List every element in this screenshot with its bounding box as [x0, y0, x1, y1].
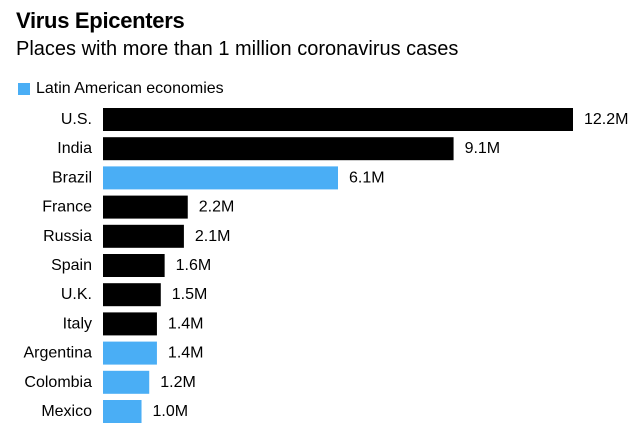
chart-legend: Latin American economies — [18, 80, 224, 98]
chart-title: Virus Epicenters — [16, 8, 185, 33]
value-label-russia: 2.1M — [195, 228, 231, 245]
value-label-india: 9.1M — [465, 140, 501, 157]
category-label-brazil: Brazil — [52, 169, 92, 186]
bar-colombia — [103, 370, 150, 394]
bar-u-s — [103, 108, 573, 131]
bar-u-k — [103, 283, 161, 307]
bar-india — [103, 137, 454, 161]
value-label-spain: 1.6M — [176, 257, 212, 274]
bar-mexico — [103, 400, 142, 423]
value-label-colombia: 1.2M — [160, 374, 196, 391]
value-label-mexico: 1.0M — [153, 403, 189, 420]
category-label-italy: Italy — [63, 315, 92, 332]
legend-label-latin-america: Latin American economies — [36, 80, 224, 97]
category-label-russia: Russia — [43, 228, 92, 245]
value-label-italy: 1.4M — [168, 315, 204, 332]
category-label-colombia: Colombia — [24, 374, 92, 391]
bar-france — [103, 195, 188, 219]
bars-layer: U.S. 12.2M India 9.1M Brazil 6.1M France 2.2M Ru… — [24, 108, 628, 423]
value-label-argentina: 1.4M — [168, 345, 204, 362]
value-label-france: 2.2M — [199, 199, 235, 216]
category-label-france: France — [42, 199, 92, 216]
bar-italy — [103, 312, 157, 336]
bar-russia — [103, 224, 184, 248]
category-label-india: India — [57, 140, 92, 157]
value-label-u-s: 12.2M — [584, 111, 628, 128]
category-label-argentina: Argentina — [24, 345, 93, 362]
bar-spain — [103, 254, 165, 277]
value-label-brazil: 6.1M — [349, 169, 385, 186]
legend-swatch-latin-america — [18, 83, 30, 95]
value-label-u-k: 1.5M — [172, 286, 208, 303]
category-label-spain: Spain — [51, 257, 92, 274]
category-label-mexico: Mexico — [41, 403, 92, 420]
bar-brazil — [103, 166, 338, 190]
category-label-u-k: U.K. — [61, 286, 92, 303]
bar-argentina — [103, 341, 157, 365]
category-label-u-s: U.S. — [61, 111, 92, 128]
chart-subtitle: Places with more than 1 million coronavi… — [16, 38, 459, 60]
